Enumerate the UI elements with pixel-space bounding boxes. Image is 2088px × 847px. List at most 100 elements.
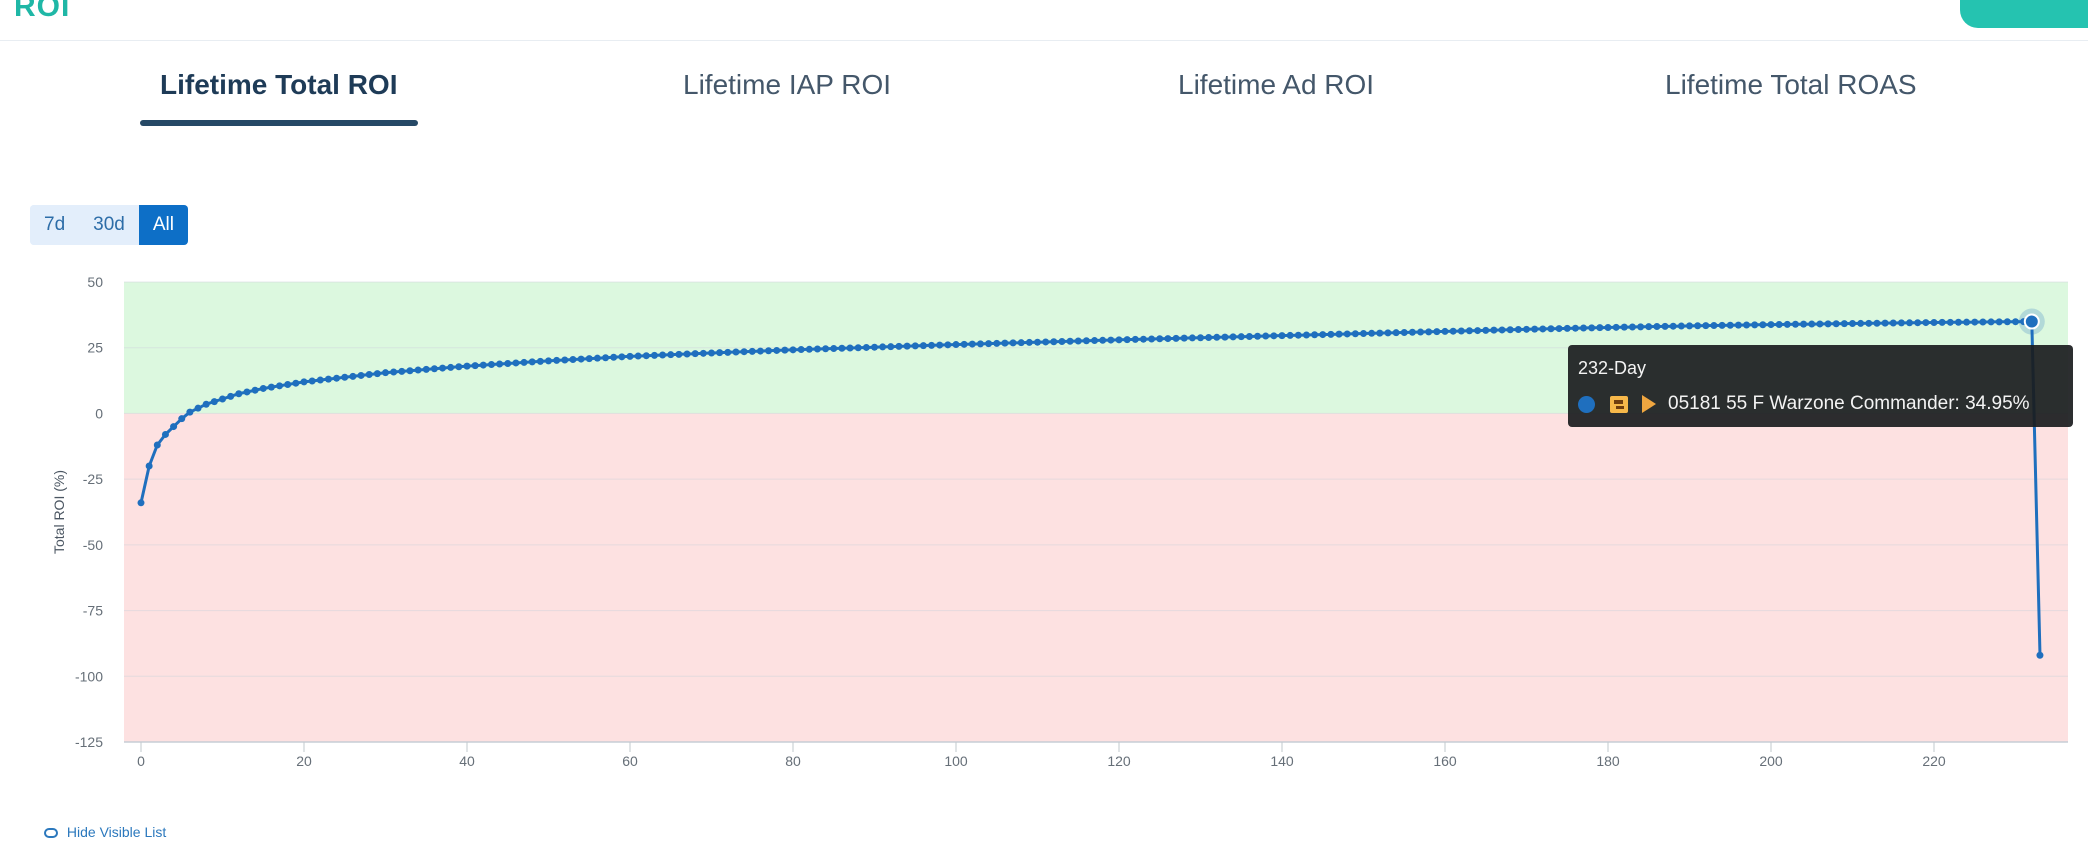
hide-visible-list-link[interactable]: Hide Visible List	[44, 824, 166, 840]
data-point-5	[178, 415, 186, 423]
data-point-41	[471, 362, 479, 370]
data-point-147	[1335, 330, 1343, 338]
data-point-15	[259, 384, 267, 392]
data-point-138	[1262, 332, 1270, 340]
data-point-10	[219, 395, 226, 403]
data-point-193	[1710, 322, 1718, 330]
range-7d-button[interactable]: 7d	[30, 205, 80, 245]
tab-lifetime-ad-roi[interactable]: Lifetime Ad ROI	[1178, 69, 1375, 100]
negative-roi-band	[124, 413, 2068, 742]
data-point-180	[1604, 323, 1612, 331]
data-point-32	[398, 367, 406, 375]
data-point-93	[895, 342, 903, 350]
data-point-44	[496, 360, 504, 368]
data-point-216	[1897, 319, 1905, 327]
data-point-154	[1392, 329, 1400, 337]
data-point-189	[1677, 322, 1685, 330]
data-point-225	[1971, 318, 1979, 326]
data-point-108	[1017, 339, 1025, 347]
tab-lifetime-iap-roi[interactable]: Lifetime IAP ROI	[683, 69, 892, 100]
data-point-114	[1066, 337, 1074, 345]
google-play-icon	[1642, 395, 1656, 413]
data-point-56	[593, 354, 601, 362]
data-point-46	[512, 359, 520, 367]
data-point-63	[650, 351, 658, 359]
data-point-67	[683, 350, 691, 358]
data-point-203	[1791, 320, 1799, 328]
data-point-136	[1245, 332, 1253, 340]
data-point-0	[137, 499, 145, 507]
data-point-79	[781, 346, 789, 354]
range-30d-button[interactable]: 30d	[79, 205, 139, 245]
data-point-59	[618, 353, 626, 361]
data-point-21	[308, 377, 316, 385]
hovered-data-point	[2023, 313, 2040, 330]
data-point-98	[936, 341, 944, 349]
data-point-51	[553, 356, 561, 364]
data-point-218	[1914, 319, 1922, 327]
data-point-135	[1237, 333, 1245, 341]
data-point-202	[1783, 320, 1791, 328]
data-point-167	[1498, 326, 1506, 334]
data-point-231	[2020, 318, 2028, 326]
top-right-action-button[interactable]	[1960, 0, 2088, 28]
data-point-207	[1824, 320, 1832, 328]
data-point-97	[928, 341, 936, 349]
data-point-60	[626, 352, 634, 360]
data-point-115	[1074, 337, 1082, 345]
data-point-162	[1457, 327, 1465, 335]
data-point-11	[227, 392, 235, 400]
data-point-89	[862, 343, 870, 351]
data-point-188	[1669, 322, 1677, 330]
data-point-96	[919, 342, 927, 350]
data-point-131	[1205, 334, 1213, 342]
data-point-76	[756, 347, 764, 355]
data-point-172	[1539, 325, 1547, 333]
tooltip-series-value: 05181 55 F Warzone Commander: 34.95%	[1668, 393, 2030, 414]
data-point-112	[1050, 338, 1058, 346]
tab-lifetime-total-roi[interactable]: Lifetime Total ROI	[140, 58, 417, 128]
data-point-70	[708, 349, 715, 357]
data-point-57	[602, 354, 610, 362]
data-point-110	[1034, 338, 1041, 346]
data-point-122	[1131, 335, 1139, 343]
tab-lifetime-total-roas[interactable]: Lifetime Total ROAS	[1665, 69, 1917, 100]
data-point-221	[1938, 318, 1946, 326]
data-point-151	[1368, 329, 1376, 337]
data-point-133	[1221, 333, 1229, 341]
data-point-22	[316, 376, 324, 384]
data-point-29	[373, 370, 381, 378]
data-point-183	[1628, 323, 1636, 331]
data-point-92	[887, 343, 895, 351]
data-point-28	[365, 371, 373, 379]
data-point-195	[1726, 321, 1734, 329]
data-point-72	[724, 348, 732, 356]
data-point-4	[170, 423, 178, 431]
x-tick-label-9: 180	[1596, 753, 1620, 769]
data-point-209	[1840, 320, 1848, 328]
data-point-71	[716, 349, 724, 357]
data-point-26	[349, 372, 357, 380]
data-point-190	[1686, 322, 1693, 330]
data-point-24	[333, 374, 341, 382]
range-all-button[interactable]: All	[138, 205, 188, 245]
data-point-90	[871, 343, 878, 351]
data-point-61	[634, 352, 642, 360]
data-point-100	[952, 341, 960, 349]
data-point-222	[1946, 318, 1954, 326]
series-color-dot	[1578, 395, 1595, 413]
data-point-27	[357, 371, 365, 379]
data-point-86	[838, 344, 846, 352]
data-point-75	[748, 347, 756, 355]
data-point-23	[324, 375, 332, 383]
data-point-176	[1571, 324, 1579, 332]
data-point-134	[1229, 333, 1237, 341]
data-point-166	[1490, 326, 1498, 334]
y-axis-title: Total ROI (%)	[51, 470, 67, 554]
data-point-30	[382, 369, 389, 377]
data-point-187	[1661, 322, 1669, 330]
data-point-143	[1302, 331, 1310, 339]
data-point-206	[1816, 320, 1824, 328]
data-point-127	[1172, 334, 1180, 342]
x-tick-label-3: 60	[622, 753, 638, 769]
